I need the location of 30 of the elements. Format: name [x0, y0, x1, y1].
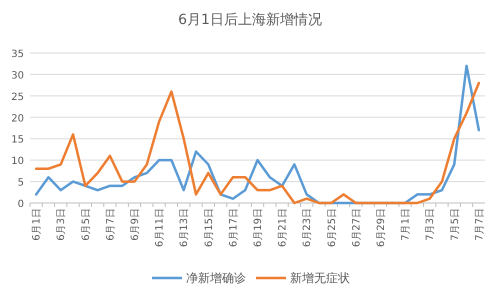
y-tick-label: 25	[11, 92, 24, 103]
x-tick-label: 6月29日	[376, 208, 387, 248]
x-tick-label: 6月27日	[351, 208, 362, 248]
x-tick-label: 6月21日	[278, 208, 289, 248]
x-tick-label: 6月15日	[204, 208, 215, 248]
y-tick-label: 5	[18, 178, 24, 189]
x-tick-label: 6月7日	[105, 208, 116, 241]
x-tick-label: 6月17日	[228, 208, 240, 248]
x-tick-label: 6月19日	[253, 208, 264, 248]
x-tick-label: 6月13日	[179, 208, 190, 248]
y-tick-label: 15	[11, 134, 24, 146]
y-tick-label: 20	[11, 113, 24, 124]
x-tick-label: 6月9日	[130, 208, 142, 241]
x-tick-label: 6月23日	[302, 208, 314, 248]
y-tick-label: 35	[11, 49, 24, 60]
x-tick-label: 7月5日	[450, 208, 461, 241]
legend-label: 新增无症状	[290, 271, 350, 285]
x-tick-label: 7月7日	[474, 208, 486, 241]
x-tick-label: 6月25日	[326, 208, 338, 248]
y-tick-label: 10	[11, 156, 24, 168]
y-tick-label: 30	[11, 70, 24, 82]
x-tick-label: 6月3日	[56, 208, 68, 241]
x-tick-label: 6月1日	[32, 208, 43, 241]
x-tick-label: 7月1日	[400, 208, 412, 241]
x-tick-label: 6月11日	[154, 208, 166, 248]
legend-label: 净新增确诊	[186, 271, 246, 285]
x-tick-label: 6月5日	[80, 208, 92, 241]
y-tick-label: 0	[18, 199, 24, 210]
chart-title: 6月1日后上海新增情况	[178, 12, 322, 28]
x-tick-label: 7月3日	[425, 208, 436, 241]
